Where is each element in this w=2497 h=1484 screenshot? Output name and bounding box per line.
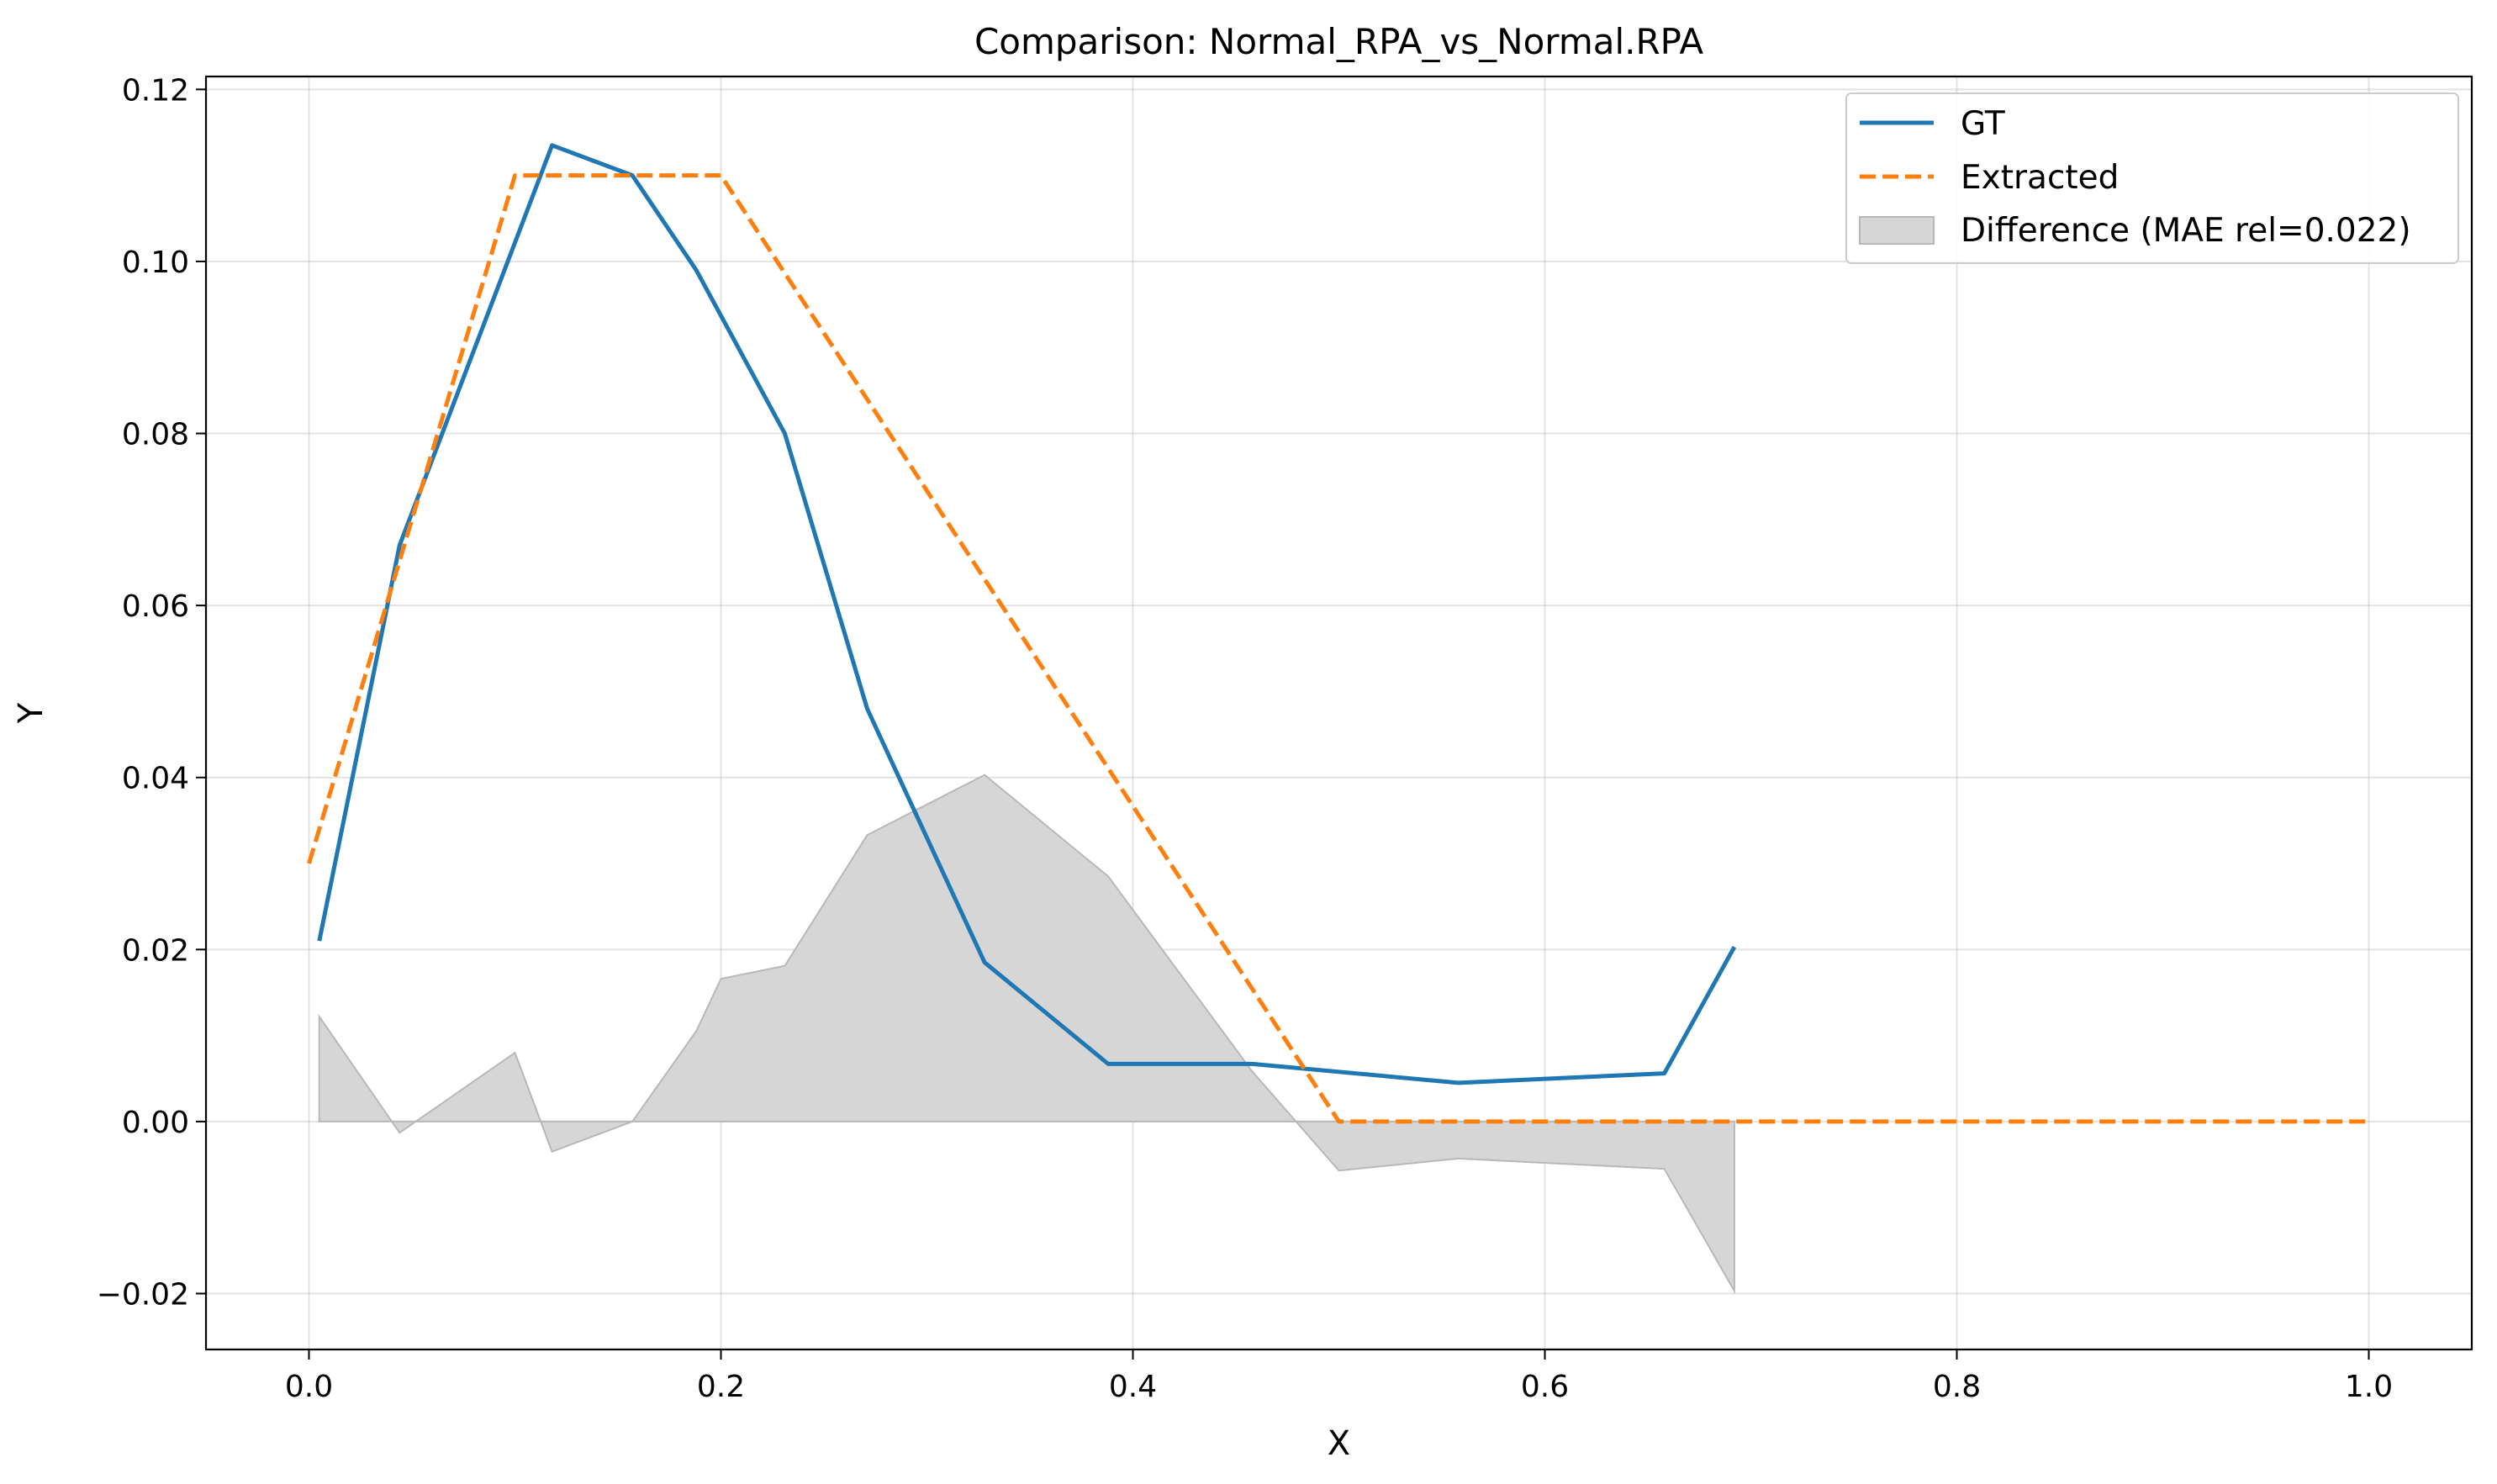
series-layer [307, 143, 2369, 1124]
y-tick-label: 0.04 [122, 762, 189, 796]
x-tick-label: 0.2 [697, 1370, 745, 1404]
legend-box [1845, 92, 2459, 264]
series-extracted-line [307, 173, 2369, 1124]
series-gt-line [317, 143, 1737, 1085]
y-tick-label: 0.12 [122, 73, 189, 108]
y-tick-label: 0.00 [122, 1106, 189, 1140]
y-tick-label: 0.10 [122, 246, 189, 280]
chart-title: Comparison: Normal_RPA_vs_Normal.RPA [974, 21, 1703, 62]
legend: GT Extracted Difference (MAE rel=0.022) [1845, 92, 2459, 264]
y-tick-label: 0.02 [122, 933, 189, 968]
legend-gt-label: GT [1961, 105, 2005, 143]
difference-area-layer [318, 774, 1735, 1295]
legend-difference-label: Difference (MAE rel=0.022) [1961, 212, 2411, 250]
y-tick-label: −0.02 [97, 1278, 189, 1312]
x-tick-label: 0.0 [285, 1370, 333, 1404]
legend-difference-swatch [1859, 216, 1935, 245]
y-tick-label: 0.08 [122, 418, 189, 452]
difference-area [318, 774, 1735, 1295]
legend-extracted-label: Extracted [1961, 159, 2119, 197]
x-tick-label: 0.4 [1109, 1370, 1157, 1404]
x-axis-label: X [1328, 1424, 1350, 1463]
y-axis-label: Y [12, 702, 50, 724]
y-tick-label: 0.06 [122, 589, 189, 624]
plot-frame [204, 75, 2473, 1351]
x-tick-label: 0.8 [1933, 1370, 1981, 1404]
axis-ticks: 0.0 0.2 0.4 0.6 0.8 1.0 −0.02 0.00 0.02 0.04 0.06 0… [97, 73, 2393, 1404]
x-tick-label: 1.0 [2345, 1370, 2393, 1404]
x-tick-label: 0.6 [1521, 1370, 1569, 1404]
